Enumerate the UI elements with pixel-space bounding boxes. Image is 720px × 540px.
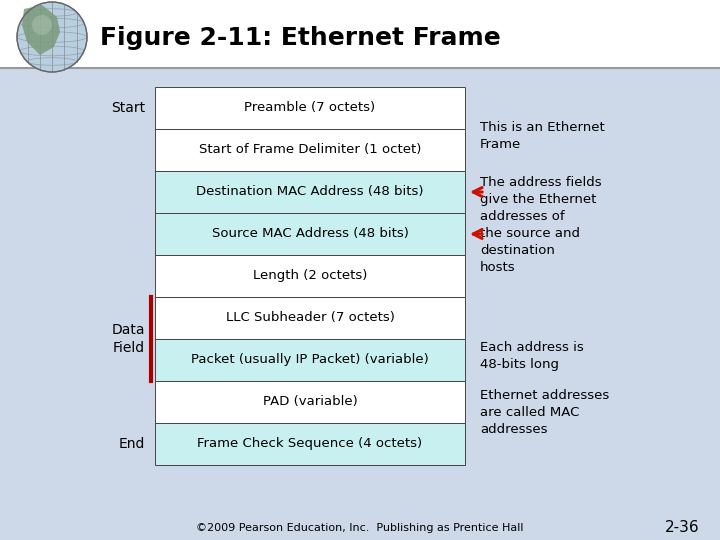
Text: The address fields
give the Ethernet
addresses of
the source and
destination
hos: The address fields give the Ethernet add… <box>480 176 602 274</box>
Text: ©2009 Pearson Education, Inc.  Publishing as Prentice Hall: ©2009 Pearson Education, Inc. Publishing… <box>197 523 523 533</box>
Bar <box>155 87 465 129</box>
Text: Packet (usually IP Packet) (variable): Packet (usually IP Packet) (variable) <box>191 354 429 367</box>
Polygon shape <box>22 5 60 55</box>
Text: End: End <box>119 437 145 451</box>
Text: Source MAC Address (48 bits): Source MAC Address (48 bits) <box>212 227 408 240</box>
Bar <box>155 255 465 297</box>
Text: Each address is
48-bits long: Each address is 48-bits long <box>480 341 584 371</box>
Bar <box>155 297 465 339</box>
Bar <box>0 0 720 68</box>
Bar <box>155 129 465 171</box>
Text: Length (2 octets): Length (2 octets) <box>253 269 367 282</box>
Text: Preamble (7 octets): Preamble (7 octets) <box>244 102 376 114</box>
Text: Frame Check Sequence (4 octets): Frame Check Sequence (4 octets) <box>197 437 423 450</box>
Text: Start: Start <box>111 101 145 115</box>
Text: Ethernet addresses
are called MAC
addresses: Ethernet addresses are called MAC addres… <box>480 389 609 436</box>
Text: LLC Subheader (7 octets): LLC Subheader (7 octets) <box>225 312 395 325</box>
Bar <box>155 213 465 255</box>
Text: Destination MAC Address (48 bits): Destination MAC Address (48 bits) <box>197 186 424 199</box>
Text: 2-36: 2-36 <box>665 521 700 536</box>
Circle shape <box>17 2 87 72</box>
Bar <box>155 171 465 213</box>
Bar <box>155 423 465 465</box>
Text: Start of Frame Delimiter (1 octet): Start of Frame Delimiter (1 octet) <box>199 144 421 157</box>
Text: PAD (variable): PAD (variable) <box>263 395 357 408</box>
Text: This is an Ethernet
Frame: This is an Ethernet Frame <box>480 120 605 151</box>
Bar <box>155 381 465 423</box>
Text: Data
Field: Data Field <box>112 323 145 355</box>
Circle shape <box>32 15 52 35</box>
Text: Figure 2-11: Ethernet Frame: Figure 2-11: Ethernet Frame <box>100 26 500 50</box>
Bar <box>155 339 465 381</box>
